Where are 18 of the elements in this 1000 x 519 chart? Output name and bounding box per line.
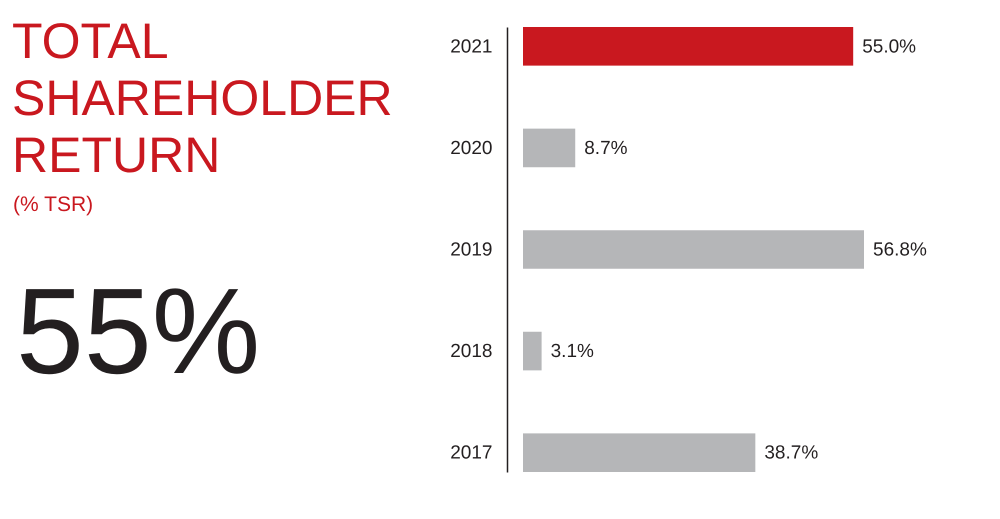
y-tick-label: 2017 <box>450 442 492 464</box>
text: TOTAL SHAREHOLDER RETURN <box>12 13 393 183</box>
data-label: 56.8% <box>873 240 927 260</box>
data-label: 8.7% <box>584 138 628 159</box>
bar <box>523 128 576 168</box>
y-tick-label: 2020 <box>450 138 492 159</box>
bar <box>523 230 864 269</box>
y-tick-label: 2019 <box>450 240 492 260</box>
bar <box>523 332 542 370</box>
y-tick-label: 2021 <box>450 36 492 58</box>
y-tick-label: 2018 <box>450 341 492 362</box>
text: (% TSR) <box>13 193 94 216</box>
bar <box>523 433 756 472</box>
data-label: 55.0% <box>862 36 916 58</box>
bar <box>523 27 854 66</box>
data-label: 3.1% <box>550 341 594 362</box>
data-label: 38.7% <box>764 442 818 464</box>
text: 55% <box>16 263 260 399</box>
